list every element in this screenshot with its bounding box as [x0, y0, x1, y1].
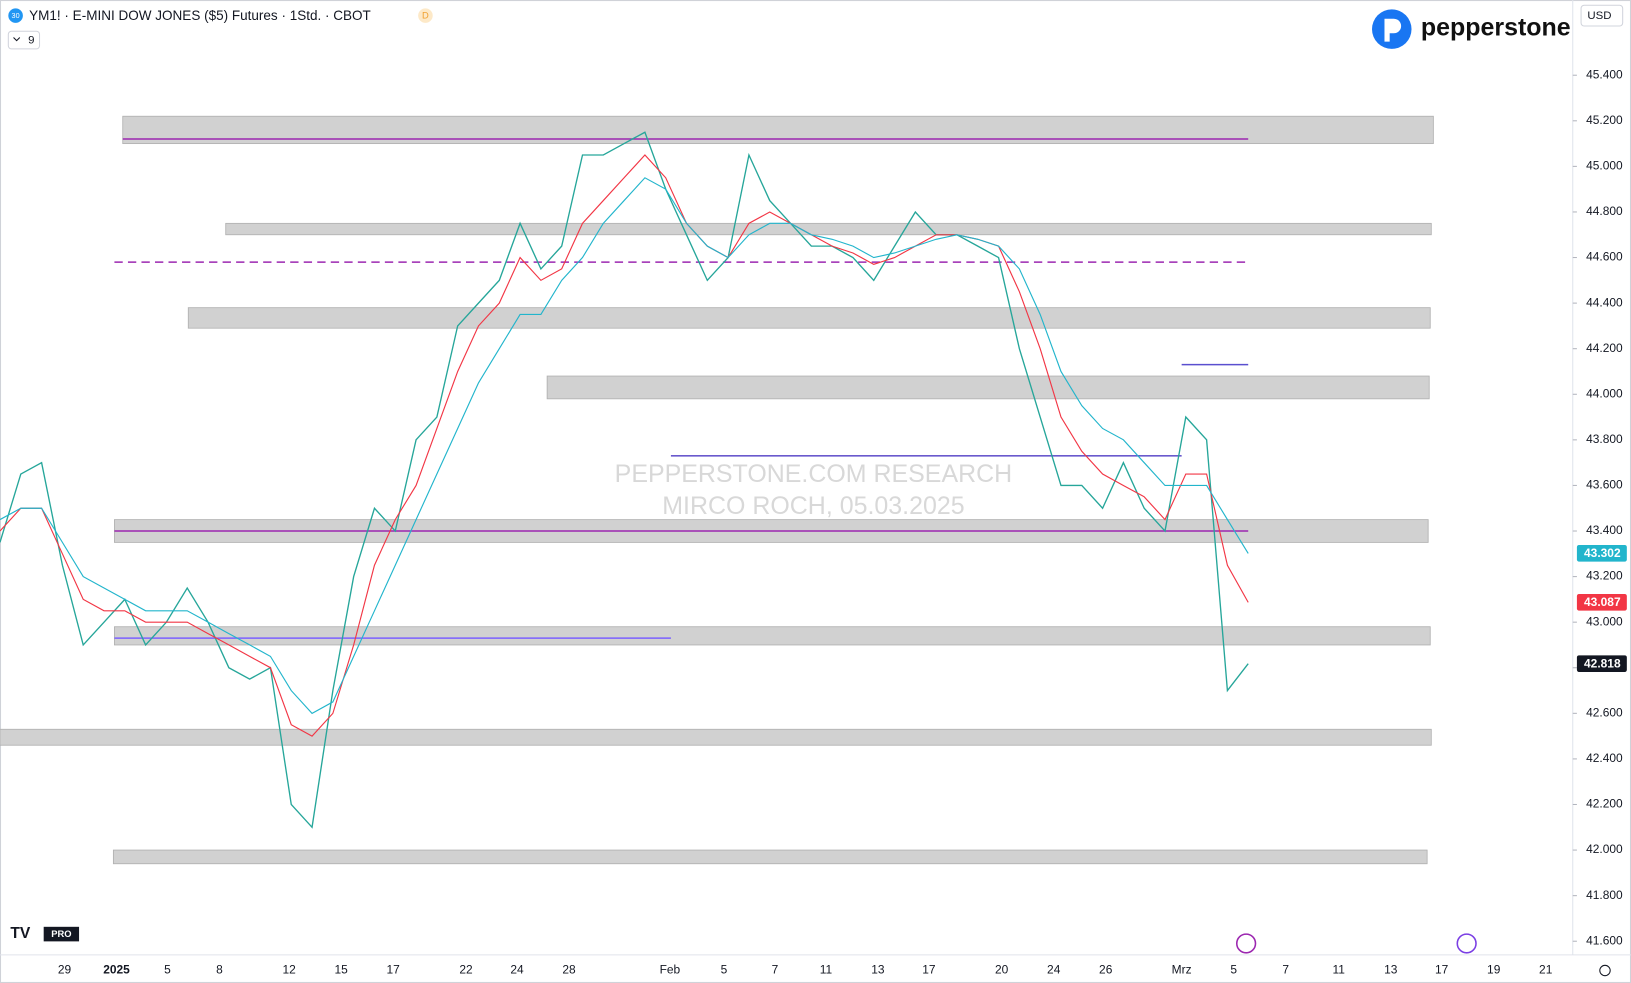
x-tick-label: 20 — [995, 963, 1009, 977]
y-tick-label: 45.000 — [1586, 159, 1623, 173]
y-tick-label: 43.600 — [1586, 478, 1623, 492]
x-tick-label: 11 — [820, 963, 833, 977]
currency: USD — [1587, 10, 1611, 22]
tv-logo: TV — [10, 925, 31, 942]
x-tick-label: 7 — [772, 963, 779, 977]
event-icon[interactable] — [1235, 933, 1257, 954]
x-tick-label: 13 — [871, 963, 885, 977]
x-tick-label: 21 — [1539, 963, 1553, 977]
y-tick-label: 43.000 — [1586, 614, 1623, 628]
moving-average — [0, 177, 1249, 715]
indicator-count: 9 — [28, 35, 34, 47]
zone — [112, 849, 1428, 865]
x-tick-label: 24 — [510, 963, 524, 977]
x-tick-label: 11 — [1332, 963, 1345, 977]
symbol-badge — [8, 8, 23, 23]
y-tick-label: 44.600 — [1586, 250, 1623, 264]
y-tick-label: 43.400 — [1586, 523, 1623, 537]
plot-area: PEPPERSTONE.COM RESEARCH MIRCO ROCH, 05.0… — [0, 115, 1434, 865]
watermark: MIRCO ROCH, 05.03.2025 — [662, 492, 964, 520]
x-tick-label: Mrz — [1172, 963, 1192, 977]
goto-icon[interactable] — [1456, 933, 1477, 954]
x-tick-label: 17 — [1435, 963, 1449, 977]
zone — [114, 626, 1431, 646]
symbol-badge-text: 30 — [12, 11, 20, 20]
y-tick-label: 41.800 — [1586, 888, 1623, 902]
y-tick-label: 42.600 — [1586, 705, 1623, 719]
x-tick-label: 8 — [216, 963, 223, 977]
settings-icon[interactable] — [1599, 964, 1611, 977]
zone — [546, 375, 1430, 400]
y-tick-label: 45.400 — [1586, 67, 1623, 81]
price-label-bg — [1576, 594, 1627, 611]
flag-badge-text: D — [422, 11, 429, 21]
y-tick-label: 45.200 — [1586, 113, 1623, 127]
x-tick-label: 13 — [1384, 963, 1398, 977]
price-label: 43.087 — [1584, 595, 1621, 609]
x-tick-label: 24 — [1047, 963, 1061, 977]
x-tick-label: 15 — [335, 963, 349, 977]
x-tick-label: 19 — [1487, 963, 1501, 977]
x-tick-label: 29 — [58, 963, 72, 977]
pro-tag-bg — [43, 926, 80, 942]
chart-header-title: YM1! · E-MINI DOW JONES ($5) Futures · 1… — [29, 8, 371, 23]
pro-tag: PRO — [51, 929, 71, 939]
x-tick-label: 5 — [721, 963, 728, 977]
x-tick-label: 7 — [1282, 963, 1289, 977]
price-label-bg — [1576, 545, 1627, 562]
y-tick-label: 42.400 — [1586, 751, 1623, 765]
zone — [225, 222, 1432, 236]
x-tick-label: 17 — [387, 963, 401, 977]
price-label-bg — [1576, 655, 1627, 672]
watermark: PEPPERSTONE.COM RESEARCH — [615, 460, 1012, 488]
flag-badge — [418, 8, 433, 23]
price-label: 42.818 — [1584, 656, 1621, 670]
x-tick-label: 12 — [283, 963, 297, 977]
y-tick-label: 42.200 — [1586, 797, 1623, 811]
x-tick-label: 17 — [922, 963, 936, 977]
currency-button[interactable] — [1580, 4, 1624, 27]
x-tick-label: 26 — [1099, 963, 1113, 977]
zone — [0, 728, 1432, 746]
y-tick-label: 44.200 — [1586, 341, 1623, 355]
y-tick-label: 42.000 — [1586, 842, 1623, 856]
y-tick-label: 44.800 — [1586, 204, 1623, 218]
x-tick-label: 5 — [164, 963, 171, 977]
y-tick-label: 44.400 — [1586, 295, 1623, 309]
x-tick-label: 5 — [1230, 963, 1237, 977]
brand-name: pepperstone — [1421, 14, 1571, 42]
x-tick-label: 28 — [562, 963, 576, 977]
price-label: 43.302 — [1584, 546, 1621, 560]
x-tick-label: 2025 — [103, 963, 130, 977]
indicator-toggle[interactable] — [7, 30, 41, 50]
y-tick-label: 41.600 — [1586, 933, 1623, 947]
moving-average — [0, 154, 1249, 737]
x-tick-label: Feb — [660, 963, 681, 977]
y-tick-label: 43.200 — [1586, 569, 1623, 583]
zone — [187, 307, 1431, 329]
x-tick-label: 22 — [459, 963, 473, 977]
y-tick-label: 43.800 — [1586, 432, 1623, 446]
y-tick-label: 44.000 — [1586, 386, 1623, 400]
chevron-icon — [13, 37, 21, 42]
brand-logo-glyph — [1384, 18, 1402, 42]
